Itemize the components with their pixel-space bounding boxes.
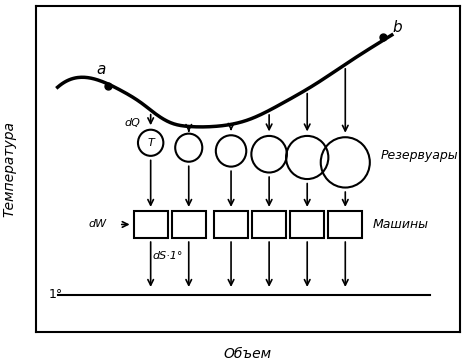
- Text: 1°: 1°: [48, 288, 63, 301]
- Bar: [290, 211, 324, 237]
- Text: dS·1°: dS·1°: [153, 250, 183, 261]
- Text: Объем: Объем: [224, 347, 272, 360]
- Bar: [252, 211, 286, 237]
- Bar: [328, 211, 362, 237]
- Text: dQ: dQ: [124, 118, 140, 128]
- Bar: [214, 211, 248, 237]
- Text: dW: dW: [88, 220, 106, 229]
- Text: Машины: Машины: [373, 218, 429, 231]
- Text: Резервуары: Резервуары: [381, 149, 458, 162]
- Bar: [134, 211, 168, 237]
- Text: b: b: [392, 20, 402, 35]
- Text: a: a: [96, 62, 105, 77]
- Bar: [172, 211, 206, 237]
- Text: T: T: [147, 138, 154, 148]
- Text: Температура: Температура: [2, 121, 16, 217]
